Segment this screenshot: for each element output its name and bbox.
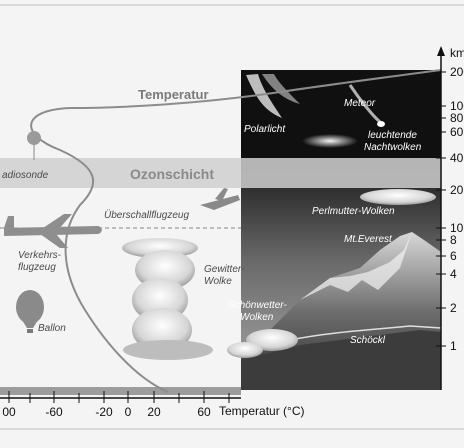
balloon-icon xyxy=(16,290,44,333)
perlmutter-cloud xyxy=(360,189,436,205)
airliner-label-line2: flugzeug xyxy=(18,262,56,273)
altitude-tick-label: 10 xyxy=(450,221,464,235)
nachtwolken-label-line2: Nachtwolken xyxy=(364,142,422,153)
thunderstorm-label-line2: Wolke xyxy=(204,276,232,287)
supersonic-label: Überschallflugzeug xyxy=(104,209,189,221)
altitude-axis-arrow xyxy=(437,46,445,56)
aurora-image xyxy=(246,74,300,118)
temperature-axis-title: Temperatur (°C) xyxy=(219,404,304,418)
fair-weather-clouds xyxy=(227,329,298,358)
temperature-tick-label: -60 xyxy=(45,405,63,419)
temperature-axis: 00 -60 -20 0 20 60 Temperatur (°C) xyxy=(0,391,304,419)
meteor-image xyxy=(348,84,385,127)
altitude-tick-label: 40 xyxy=(450,151,464,165)
ground-strip xyxy=(0,387,241,395)
airliner-icon xyxy=(4,214,102,248)
airliner-label-line1: Verkehrs- xyxy=(18,250,62,261)
altitude-tick-label: 1 xyxy=(450,339,457,353)
meteor-label: Meteor xyxy=(344,98,376,109)
mountain-schoeckl xyxy=(241,330,441,390)
altitude-unit: km xyxy=(450,46,464,60)
altitude-tick-label: 100 xyxy=(450,99,464,113)
temperature-tick-label: -20 xyxy=(95,405,113,419)
thunderstorm-label-line1: Gewitter- xyxy=(204,264,245,275)
supersonic-plane-icon xyxy=(200,188,240,210)
altitude-axis: km 200 1008060 40 20 108 6 4 2 1 xyxy=(436,46,464,390)
temperature-tick-label: 0 xyxy=(125,405,132,419)
temperature-curve-label: Temperatur xyxy=(138,87,209,102)
schoeckl-label: Schöckl xyxy=(350,335,386,346)
radiosonde-icon xyxy=(27,131,41,160)
nachtwolken-label-line1: leuchtende xyxy=(368,130,417,141)
fair-weather-label-line2: Wolken xyxy=(240,312,274,323)
temperature-tick-label: 60 xyxy=(197,405,211,419)
ozone-band xyxy=(0,158,441,188)
everest-label: Mt.Everest xyxy=(344,234,393,245)
radiosonde-label: adiosonde xyxy=(2,170,49,181)
altitude-tick-label: 20 xyxy=(450,183,464,197)
altitude-tick-label: 2 xyxy=(450,301,457,315)
temperature-tick-label: 00 xyxy=(2,405,16,419)
altitude-tick-label: 60 xyxy=(450,125,464,139)
fair-weather-label-line1: Schönwetter- xyxy=(228,300,287,311)
thunderstorm-cloud xyxy=(122,238,213,360)
altitude-tick-label: 4 xyxy=(450,267,457,281)
ozone-layer-label: Ozonschicht xyxy=(130,166,214,182)
nachtwolken-glow xyxy=(302,134,358,148)
altitude-tick-label: 6 xyxy=(450,249,457,263)
altitude-tick-label: 80 xyxy=(450,111,464,125)
altitude-tick-label: 8 xyxy=(450,233,457,247)
altitude-tick-label: 200 xyxy=(450,65,464,79)
temperature-tick-label: 20 xyxy=(147,405,161,419)
aurora-label: Polarlicht xyxy=(244,124,286,135)
balloon-label: Ballon xyxy=(38,323,66,334)
perlmutter-label: Perlmutter-Wolken xyxy=(312,206,395,217)
